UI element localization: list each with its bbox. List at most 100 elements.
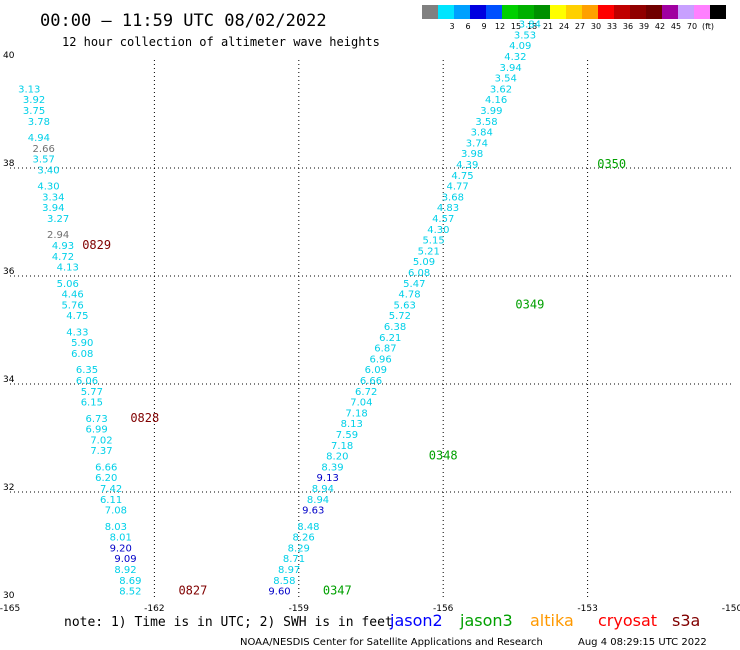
swh-value: 4.83 (437, 203, 459, 214)
swh-value: 7.04 (350, 398, 372, 409)
satellite-cryosat: cryosat (598, 611, 657, 630)
swh-value: 9.60 (268, 587, 290, 598)
footer-credit: NOAA/NESDIS Center for Satellite Applica… (240, 637, 543, 648)
swh-value: 4.13 (57, 263, 79, 274)
swh-value: 4.46 (61, 290, 83, 301)
swh-value: 4.09 (509, 41, 531, 52)
swh-value: 2.94 (47, 230, 69, 241)
swh-value: 3.78 (28, 117, 50, 128)
swh-value: 7.37 (90, 446, 112, 457)
swh-value: 8.01 (110, 533, 132, 544)
swh-value: 3.27 (47, 214, 69, 225)
chart-title: 00:00 – 11:59 UTC 08/02/2022 (40, 11, 327, 31)
satellite-legend: jason2 jason3 altika cryosat s3a (389, 611, 700, 630)
swh-value: 6.09 (365, 365, 387, 376)
legend-swatch (502, 5, 518, 19)
legend-label: 30 (591, 22, 601, 31)
legend-swatch (630, 5, 646, 19)
swh-value: 4.93 (52, 241, 74, 252)
legend-swatch (518, 5, 534, 19)
swh-value: 7.18 (331, 441, 353, 452)
swh-value: 3.68 (442, 192, 464, 203)
legend-swatch (454, 5, 470, 19)
swh-value: 6.72 (355, 387, 377, 398)
swh-value: 3.53 (514, 30, 536, 41)
swh-value: 6.20 (95, 473, 117, 484)
swh-value: 3.75 (23, 106, 45, 117)
swh-value: 6.38 (384, 322, 406, 333)
legend-swatch (486, 5, 502, 19)
swh-value: 6.35 (76, 365, 98, 376)
legend-label: 12 (495, 22, 505, 31)
swh-value: 3.13 (18, 84, 40, 95)
swh-value: 8.48 (297, 522, 319, 533)
y-tick-label: 38 (3, 159, 15, 169)
swh-value: 5.47 (403, 279, 425, 290)
swh-value: 4.39 (456, 160, 478, 171)
swh-value: 3.54 (495, 74, 517, 85)
swh-value: 8.58 (273, 576, 295, 587)
swh-value: 7.18 (345, 408, 367, 419)
legend-label: 24 (559, 22, 569, 31)
legend-label: 33 (607, 22, 617, 31)
legend-swatch (646, 5, 662, 19)
time-label: 0347 (323, 584, 352, 598)
swh-value: 4.32 (504, 52, 526, 63)
data-points: 8.528.698.929.099.208.018.03 7.086.117.42… (18, 20, 626, 598)
swh-value: 5.77 (81, 387, 103, 398)
legend-label: 39 (639, 22, 649, 31)
satellite-jason2: jason2 (389, 611, 443, 630)
swh-value: 8.52 (119, 587, 141, 598)
swh-value: 8.94 (307, 495, 329, 506)
swh-value: 3.94 (42, 203, 64, 214)
swh-value: 4.77 (447, 182, 469, 193)
satellite-altika: altika (530, 611, 574, 630)
x-tick-label: -159 (289, 604, 310, 614)
legend-swatch (710, 5, 726, 19)
swh-value: 5.90 (71, 338, 93, 349)
swh-value: 6.15 (81, 398, 103, 409)
legend-swatch (582, 5, 598, 19)
x-tick-label: -165 (0, 604, 20, 614)
swh-value: 9.09 (114, 554, 136, 565)
swh-value: 3.74 (466, 138, 488, 149)
y-tick-label: 32 (3, 483, 14, 493)
legend-label: 3 (449, 22, 454, 31)
swh-value: 4.33 (66, 327, 88, 338)
swh-value: 5.06 (57, 279, 79, 290)
swh-value: 7.02 (90, 435, 112, 446)
axis-ticks: -165 -162 -159 -156 -153 -150 30 32 34 36 38 40 (0, 51, 740, 614)
legend-swatch (534, 5, 550, 19)
swh-value: 6.06 (76, 376, 98, 387)
legend-swatch (422, 5, 438, 19)
legend-label: 15 (511, 22, 521, 31)
y-tick-label: 30 (3, 591, 15, 601)
swh-value: 6.08 (408, 268, 430, 279)
swh-value: 8.97 (278, 565, 300, 576)
swh-value: 3.34 (42, 192, 64, 203)
legend-swatch (678, 5, 694, 19)
swh-value: 4.75 (66, 311, 88, 322)
swh-value: 5.15 (422, 236, 444, 247)
satellite-jason3: jason3 (459, 611, 513, 630)
legend-swatch (550, 5, 566, 19)
legend-label: 70 (687, 22, 697, 31)
swh-value: 8.71 (283, 554, 305, 565)
swh-value: 6.87 (374, 344, 396, 355)
legend-label: 27 (575, 22, 585, 31)
swh-value: 3.99 (480, 106, 502, 117)
time-label: 0827 (178, 584, 207, 598)
swh-value: 4.75 (451, 171, 473, 182)
swh-value: 9.13 (317, 473, 339, 484)
swh-value: 8.13 (341, 419, 363, 430)
swh-value: 4.72 (52, 252, 74, 263)
legend-label: 6 (465, 22, 470, 31)
swh-value: 5.76 (61, 300, 83, 311)
y-tick-label: 36 (3, 267, 15, 277)
swh-value: 4.57 (432, 214, 454, 225)
time-label: 0348 (429, 449, 458, 463)
swh-value: 6.08 (71, 349, 93, 360)
legend-swatch (598, 5, 614, 19)
swh-value: 4.94 (28, 133, 50, 144)
